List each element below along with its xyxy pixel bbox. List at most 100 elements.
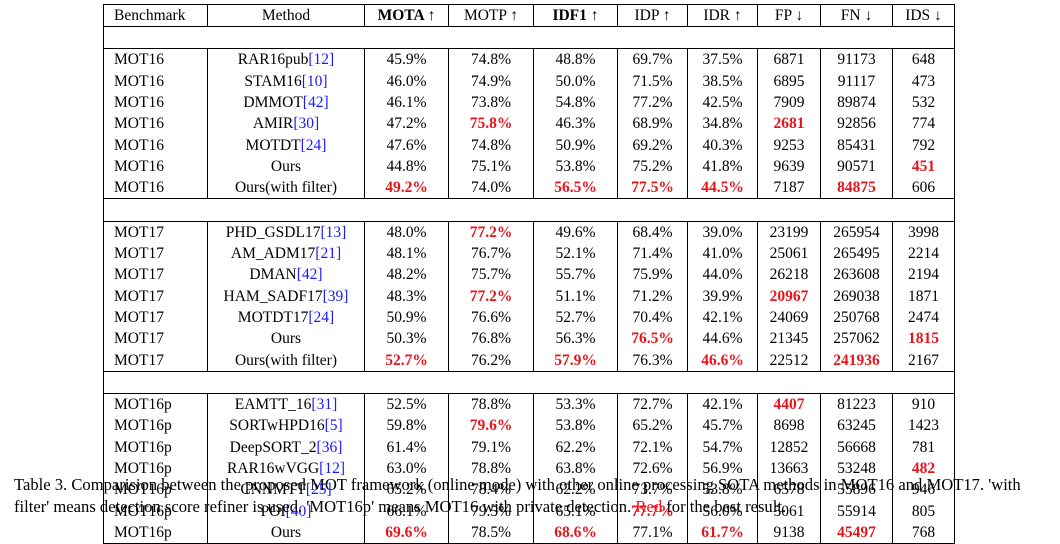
- metric-cell: 768: [892, 521, 955, 544]
- metric-cell: 57.9%: [533, 349, 618, 372]
- metric-cell: 42.1%: [687, 393, 758, 416]
- metric-cell: 69.2%: [617, 134, 688, 156]
- method-cell: STAM16[10]: [207, 70, 365, 92]
- metric-cell: 53.3%: [533, 393, 618, 416]
- citation-link[interactable]: [42]: [302, 94, 329, 112]
- metric-cell: 65.1%: [533, 500, 618, 522]
- metric-cell: 75.9%: [617, 264, 688, 286]
- method-cell: PHD_GSDL17[13]: [207, 220, 365, 243]
- metric-cell: 44.8%: [364, 155, 449, 178]
- citation-link[interactable]: [5]: [324, 417, 343, 435]
- citation-link[interactable]: [24]: [300, 136, 327, 154]
- metric-cell: 62.2%: [533, 436, 618, 458]
- metric-cell: 50.3%: [364, 328, 449, 350]
- method-name: PHD_GSDL17: [225, 223, 321, 241]
- citation-link[interactable]: [10]: [301, 72, 328, 90]
- results-table: Benchmark Method MOTA ↑ MOTP ↑ IDF1 ↑ IDP ↑ ID…: [103, 4, 955, 544]
- metric-cell: 42.1%: [687, 306, 758, 329]
- benchmark-cell: MOT16p: [103, 415, 208, 437]
- metric-cell: 55896: [820, 479, 893, 501]
- metric-cell: 91173: [820, 48, 893, 71]
- metric-cell: 53.8%: [687, 479, 758, 501]
- metric-cell: 13663: [757, 457, 821, 480]
- table-header: Benchmark Method MOTA ↑ MOTP ↑ IDF1 ↑ IDP ↑ ID…: [103, 4, 955, 27]
- benchmark-cell: MOT16: [103, 91, 208, 114]
- method-cell: Ours: [207, 521, 365, 544]
- metric-cell: 56.3%: [533, 328, 618, 350]
- citation-link[interactable]: [12]: [319, 460, 345, 478]
- citation-link[interactable]: [30]: [293, 115, 320, 133]
- method-name: Ours: [270, 157, 302, 175]
- metric-cell: 45497: [820, 521, 893, 544]
- metric-cell: 74.0%: [448, 177, 534, 200]
- method-cell: HAM_SADF17[39]: [207, 285, 365, 307]
- table-row: MOT16p Ours 69.6% 78.5% 68.6% 77.1% 61.7% 9138 4…: [103, 521, 955, 544]
- metric-cell: 23199: [757, 220, 821, 243]
- metric-cell: 53.8%: [533, 415, 618, 437]
- metric-cell: 63.8%: [533, 457, 618, 480]
- metric-cell: 71.4%: [617, 242, 688, 265]
- metric-cell: 77.5%: [617, 177, 688, 200]
- method-name: DMAN: [249, 266, 297, 284]
- benchmark-cell: MOT17: [103, 306, 208, 329]
- metric-cell: 76.5%: [617, 328, 688, 350]
- metric-cell: 65.2%: [617, 415, 688, 437]
- method-name: AM_ADM17: [230, 245, 316, 263]
- metric-cell: 257062: [820, 328, 893, 350]
- citation-link[interactable]: [31]: [311, 396, 338, 414]
- metric-cell: 24069: [757, 306, 821, 329]
- table-row: MOT16 Ours 44.8% 75.1% 53.8% 75.2% 41.8% 9639 90…: [103, 155, 955, 178]
- column-header: IDS ↓: [892, 4, 955, 27]
- citation-link[interactable]: [12]: [308, 51, 335, 69]
- table-caption: Table 3. Comparision between the propose…: [14, 474, 1054, 518]
- metric-cell: 63.0%: [364, 457, 449, 480]
- citation-link[interactable]: [13]: [320, 223, 347, 241]
- metric-cell: 9138: [757, 521, 821, 544]
- metric-cell: 792: [892, 134, 955, 156]
- metric-cell: 66.1%: [364, 500, 449, 522]
- citation-link[interactable]: [36]: [316, 438, 343, 456]
- citation-link[interactable]: [40]: [285, 502, 312, 520]
- table-row: MOT16 MOTDT[24] 47.6% 74.8% 50.9% 69.2% 40.3% 9…: [103, 134, 955, 156]
- benchmark-cell: MOT17: [103, 349, 208, 372]
- method-name: MOTDT17: [237, 309, 309, 326]
- metric-cell: 6871: [757, 48, 821, 71]
- metric-cell: 2214: [892, 242, 955, 265]
- metric-cell: 44.5%: [687, 177, 758, 200]
- method-name: Ours(with filter): [234, 179, 337, 197]
- metric-cell: 50.0%: [533, 70, 618, 92]
- metric-cell: 21345: [757, 328, 821, 350]
- citation-link[interactable]: [21]: [315, 245, 342, 263]
- metric-cell: 56668: [820, 436, 893, 458]
- citation-link[interactable]: [42]: [296, 266, 323, 284]
- metric-cell: 71.5%: [617, 70, 688, 92]
- metric-cell: 4407: [757, 393, 821, 416]
- column-header: IDR ↑: [687, 4, 758, 27]
- method-name: SORTwHPD16: [229, 417, 325, 435]
- metric-cell: 70.4%: [617, 306, 688, 329]
- metric-cell: 77.7%: [617, 500, 688, 522]
- metric-cell: 55914: [820, 500, 893, 522]
- metric-cell: 55.7%: [533, 264, 618, 286]
- column-header: FP ↓: [757, 4, 821, 27]
- benchmark-cell: MOT17: [103, 242, 208, 265]
- benchmark-cell: MOT17: [103, 328, 208, 350]
- metric-cell: 482: [892, 457, 955, 480]
- method-name: DeepSORT_2: [229, 438, 317, 456]
- table-row: MOT16 RAR16pub[12] 45.9% 74.8% 48.8% 69.7% 37.…: [103, 48, 955, 71]
- method-cell: RAR16pub[12]: [207, 48, 365, 71]
- method-name: POI: [260, 502, 286, 520]
- metric-cell: 78.5%: [448, 521, 534, 544]
- metric-cell: 7187: [757, 177, 821, 200]
- metric-cell: 76.8%: [448, 328, 534, 350]
- metric-cell: 37.5%: [687, 48, 758, 71]
- metric-cell: 805: [892, 500, 955, 522]
- metric-cell: 79.6%: [448, 415, 534, 437]
- citation-link[interactable]: [39]: [322, 287, 349, 305]
- citation-link[interactable]: [25]: [305, 481, 332, 499]
- citation-link[interactable]: [24]: [308, 309, 335, 326]
- metric-cell: 451: [892, 155, 955, 178]
- metric-cell: 41.0%: [687, 242, 758, 265]
- group-separator: [103, 371, 955, 394]
- method-name: EAMTT_16: [234, 396, 312, 414]
